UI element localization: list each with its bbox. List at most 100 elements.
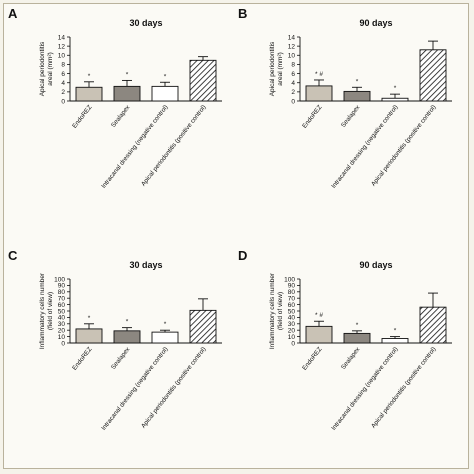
y-tick-label: 50 xyxy=(58,308,66,315)
bar-2 xyxy=(113,330,141,344)
significance-mark: * xyxy=(88,315,91,322)
x-category-label: Sealapex xyxy=(110,345,132,371)
chart-title: 90 days xyxy=(359,18,392,28)
y-axis-label: areal (mm²) xyxy=(47,52,54,86)
bar-1 xyxy=(305,325,333,344)
bar-4 xyxy=(419,49,447,102)
y-tick-label: 4 xyxy=(291,80,295,87)
y-tick-label: 10 xyxy=(288,53,296,60)
x-category-label: EndoREZ xyxy=(71,104,93,130)
y-tick-label: 20 xyxy=(288,328,296,335)
y-tick-label: 10 xyxy=(58,53,66,60)
significance-mark: * xyxy=(356,322,359,329)
y-tick-label: 30 xyxy=(58,321,66,328)
chart-panel-D: D 90 days Inflammatory cells number (field … xyxy=(238,248,452,432)
bar-3 xyxy=(151,331,179,344)
y-tick-label: 0 xyxy=(61,340,65,347)
x-category-label: Intracanal dressing (negative control) xyxy=(330,104,399,190)
significance-mark: * xyxy=(356,78,359,85)
panel-letter: A xyxy=(8,6,18,21)
figure: A 30 days Apical periodontitis areal (mm²) 0… xyxy=(3,3,469,469)
x-category-label: EndoREZ xyxy=(301,346,323,372)
significance-mark: * # xyxy=(315,312,323,319)
y-axis-label: Apical periodontitis xyxy=(39,41,46,96)
y-tick-label: 30 xyxy=(288,321,296,328)
y-tick-label: 40 xyxy=(288,315,296,322)
y-axis-label: (field of view) xyxy=(47,292,54,330)
y-axis-label: (field of view) xyxy=(277,292,284,330)
y-tick-label: 0 xyxy=(291,340,295,347)
chart-title: 90 days xyxy=(359,260,392,270)
bar-4 xyxy=(189,59,217,102)
x-category-label: Sealapex xyxy=(110,103,132,129)
x-category-label: Apical periodontitis (positive control) xyxy=(140,346,208,430)
y-tick-label: 80 xyxy=(288,289,296,296)
chart-title: 30 days xyxy=(129,18,162,28)
x-category-label: Apical periodontitis (positive control) xyxy=(140,104,208,188)
y-tick-label: 40 xyxy=(58,315,66,322)
y-tick-label: 10 xyxy=(58,334,66,341)
y-tick-label: 6 xyxy=(291,71,295,78)
y-tick-label: 2 xyxy=(291,89,295,96)
chart-panel-A: A 30 days Apical periodontitis areal (mm²) 0… xyxy=(8,6,222,190)
x-category-label: Apical periodontitis (positive control) xyxy=(370,104,438,188)
y-tick-label: 20 xyxy=(58,328,66,335)
y-tick-label: 2 xyxy=(61,89,65,96)
y-tick-label: 6 xyxy=(61,71,65,78)
bar-4 xyxy=(189,309,217,344)
panel-letter: C xyxy=(8,248,18,263)
significance-mark: * xyxy=(394,85,397,92)
significance-mark: * xyxy=(164,321,167,328)
y-tick-label: 70 xyxy=(288,296,296,303)
x-category-label: Intracanal dressing (negative control) xyxy=(330,346,399,432)
y-axis-label: Inflammatory cells number xyxy=(269,272,276,349)
bar-3 xyxy=(381,97,409,102)
x-category-label: EndoREZ xyxy=(71,346,93,372)
bar-1 xyxy=(305,85,333,102)
bar-1 xyxy=(75,328,103,344)
chart-title: 30 days xyxy=(129,260,162,270)
x-category-label: Sealapex xyxy=(340,103,362,129)
y-tick-label: 4 xyxy=(61,80,65,87)
y-axis-label: areal (mm²) xyxy=(277,52,284,86)
bar-2 xyxy=(343,332,371,344)
y-tick-label: 14 xyxy=(58,34,66,41)
chart-panel-C: C 30 days Inflammatory cells number (field … xyxy=(8,248,222,432)
y-tick-label: 60 xyxy=(288,302,296,309)
y-tick-label: 8 xyxy=(61,62,65,69)
bar-2 xyxy=(113,85,141,102)
significance-mark: * xyxy=(394,328,397,335)
x-category-label: Intracanal dressing (negative control) xyxy=(100,104,169,190)
y-tick-label: 0 xyxy=(291,98,295,105)
bar-3 xyxy=(151,85,179,102)
x-category-label: Sealapex xyxy=(340,345,362,371)
x-category-label: EndoREZ xyxy=(301,104,323,130)
bar-1 xyxy=(75,86,103,102)
y-tick-label: 90 xyxy=(288,283,296,290)
significance-mark: * xyxy=(88,73,91,80)
y-tick-label: 60 xyxy=(58,302,66,309)
y-tick-label: 70 xyxy=(58,296,66,303)
panel-letter: D xyxy=(238,248,247,263)
x-category-label: Apical periodontitis (positive control) xyxy=(370,346,438,430)
significance-mark: * xyxy=(126,71,129,78)
bar-2 xyxy=(343,90,371,102)
y-axis-label: Inflammatory cells number xyxy=(39,272,46,349)
significance-mark: * # xyxy=(315,71,323,78)
y-axis-label: Apical periodontitis xyxy=(269,41,276,96)
y-tick-label: 100 xyxy=(54,276,65,283)
y-tick-label: 12 xyxy=(288,43,296,50)
y-tick-label: 90 xyxy=(58,283,66,290)
significance-mark: * xyxy=(164,73,167,80)
y-tick-label: 80 xyxy=(58,289,66,296)
bar-4 xyxy=(419,306,447,344)
x-category-label: Intracanal dressing (negative control) xyxy=(100,346,169,432)
bar-3 xyxy=(381,338,409,344)
y-tick-label: 8 xyxy=(291,62,295,69)
y-tick-label: 100 xyxy=(284,276,295,283)
y-tick-label: 14 xyxy=(288,34,296,41)
y-tick-label: 50 xyxy=(288,308,296,315)
chart-panel-B: B 90 days Apical periodontitis areal (mm²) 0… xyxy=(238,6,452,190)
significance-mark: * xyxy=(126,319,129,326)
